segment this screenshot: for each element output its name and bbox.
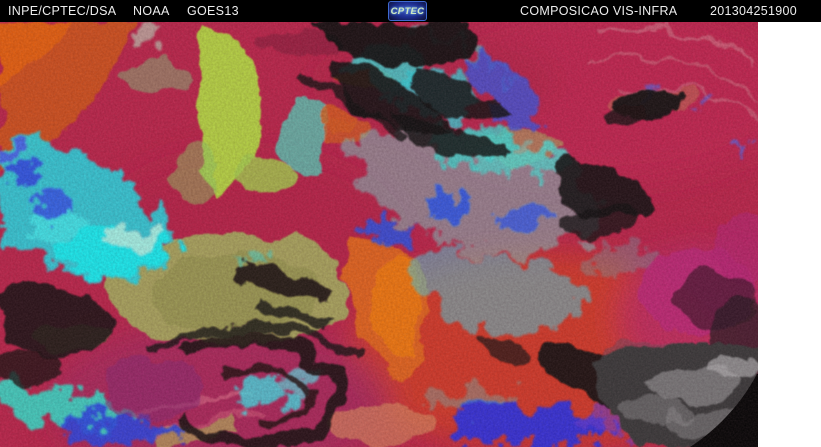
- satellite-image-canvas: [0, 22, 758, 447]
- product-label: COMPOSICAO VIS-INFRA: [520, 4, 678, 18]
- satellite-composite-image: [0, 22, 758, 447]
- timestamp-label: 201304251900: [710, 4, 798, 18]
- satellite-label: GOES13: [187, 4, 239, 18]
- cptec-logo: CPTEC: [388, 1, 427, 21]
- noaa-label: NOAA: [133, 4, 170, 18]
- cptec-logo-text: CPTEC: [390, 5, 425, 17]
- noise-texture-dark: [0, 22, 758, 447]
- header-bar: INPE/CPTEC/DSA NOAA GOES13 CPTEC COMPOSI…: [0, 0, 821, 22]
- agency-label: INPE/CPTEC/DSA: [8, 4, 117, 18]
